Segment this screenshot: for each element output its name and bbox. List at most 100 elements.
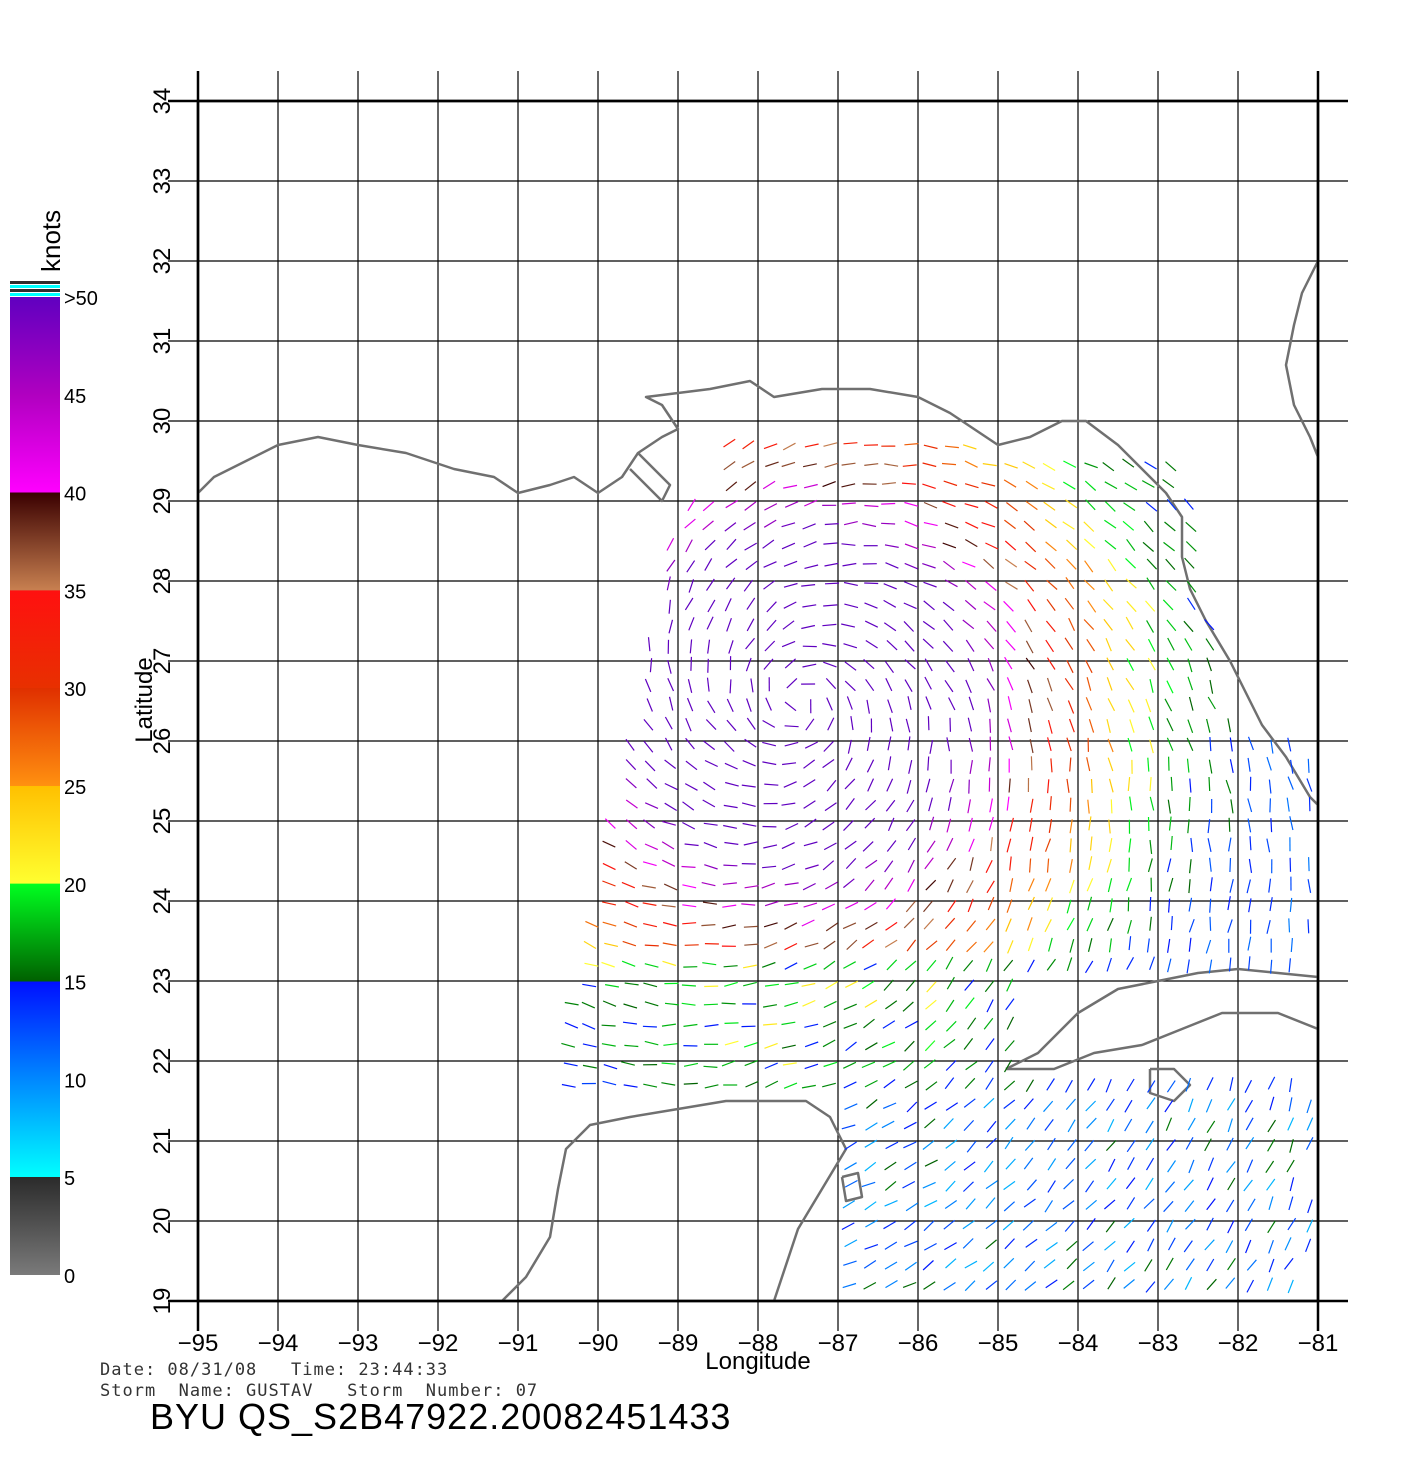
wind-vector: [964, 1280, 976, 1292]
wind-vector: [1287, 737, 1292, 752]
wind-vector: [681, 984, 696, 987]
wind-vector: [969, 857, 974, 871]
wind-vector: [823, 960, 836, 970]
lat-lon-grid: [168, 71, 1348, 1331]
wind-vector: [1248, 858, 1253, 873]
wind-vector: [1085, 1100, 1097, 1112]
wind-vector: [844, 778, 856, 790]
wind-vector: [1125, 639, 1135, 651]
wind-vector: [1226, 1098, 1236, 1111]
wind-vector: [1105, 1220, 1116, 1233]
wind-vector: [982, 1261, 995, 1272]
wind-vector: [1006, 621, 1016, 633]
wind-vector: [625, 901, 639, 908]
wind-vector: [564, 1022, 579, 1029]
wind-vector: [1065, 1079, 1073, 1093]
wind-vector: [885, 921, 898, 931]
wind-vector: [1085, 499, 1096, 511]
wind-vector: [688, 617, 695, 631]
wind-vector: [801, 584, 816, 587]
wind-vector: [801, 919, 815, 927]
wind-vector: [922, 1260, 934, 1271]
wind-vector: [661, 1062, 676, 1065]
wind-vector: [1043, 1100, 1054, 1113]
wind-vector: [822, 1021, 837, 1028]
wind-vector: [1186, 758, 1190, 773]
wind-vector: [662, 820, 676, 826]
wind-vector: [707, 639, 711, 654]
wind-vector: [944, 522, 959, 529]
wind-vector: [1002, 1220, 1015, 1231]
wind-vector: [903, 917, 915, 929]
wind-vector: [1025, 480, 1039, 490]
wind-vector: [741, 802, 756, 807]
wind-vector: [1125, 578, 1137, 589]
wind-vector: [884, 544, 899, 548]
colorbar-tick-label: 0: [64, 1266, 75, 1288]
wind-vector: [781, 461, 796, 468]
longitude-tick: −90: [578, 1330, 619, 1357]
wind-vector: [1289, 1177, 1295, 1192]
wind-vector: [945, 1060, 957, 1071]
wind-vector: [886, 778, 894, 792]
wind-vector: [1206, 1198, 1216, 1211]
wind-vector: [923, 918, 934, 930]
wind-vector: [1047, 719, 1053, 734]
wind-vector: [1207, 838, 1212, 853]
wind-vector: [944, 1077, 955, 1090]
wind-vector: [661, 1023, 676, 1027]
wind-vector: [884, 939, 898, 948]
longitude-tick: −85: [978, 1330, 1019, 1357]
wind-vector: [947, 796, 952, 811]
wind-vector: [724, 841, 739, 845]
wind-vector: [922, 563, 936, 569]
wind-vector: [945, 1180, 956, 1192]
wind-vector: [823, 604, 838, 607]
wind-vector: [907, 879, 916, 892]
wind-vector: [1165, 1181, 1176, 1193]
wind-vector: [944, 1200, 958, 1209]
latitude-tick: 33: [149, 168, 176, 195]
wind-vector: [1106, 917, 1114, 932]
wind-vector: [1102, 599, 1114, 611]
wind-vector: [841, 1124, 856, 1130]
wind-vector: [985, 1038, 995, 1051]
wind-vector: [647, 637, 651, 652]
wind-vector: [1024, 1281, 1037, 1291]
wind-vector: [1107, 878, 1113, 893]
wind-vector: [702, 501, 715, 512]
wind-vector: [1146, 558, 1158, 570]
wind-vector: [762, 719, 776, 728]
wind-vector: [907, 736, 911, 751]
longitude-tick: −89: [658, 1330, 699, 1357]
wind-vector: [842, 922, 857, 930]
longitude-tick: −86: [898, 1330, 939, 1357]
wind-vector: [1184, 638, 1193, 651]
wind-vector: [1146, 938, 1150, 953]
wind-vector: [1066, 957, 1073, 971]
wind-vector: [964, 538, 978, 548]
wind-vector: [841, 543, 856, 546]
wind-vector: [1047, 779, 1050, 794]
wind-vector: [741, 784, 756, 788]
wind-vector: [823, 1000, 837, 1009]
wind-vector: [625, 738, 635, 751]
wind-vector: [1141, 480, 1155, 488]
wind-vector: [641, 885, 656, 889]
wind-vector: [1166, 680, 1174, 694]
wind-vector: [967, 799, 971, 814]
wind-vector: [1145, 1157, 1155, 1171]
wind-vector: [1226, 1137, 1234, 1151]
wind-vector: [1027, 878, 1035, 892]
wind-vector: [1106, 1178, 1117, 1190]
wind-vector: [1247, 798, 1253, 813]
wind-vector: [943, 1219, 956, 1230]
wind-vector: [668, 696, 674, 711]
wind-vector: [1123, 1279, 1135, 1289]
wind-vector: [883, 979, 894, 991]
wind-vector: [863, 963, 877, 971]
wind-vector: [604, 984, 620, 988]
wind-vector: [1146, 1097, 1156, 1110]
wind-vector: [1245, 1239, 1252, 1254]
wind-vector: [1085, 1180, 1095, 1193]
